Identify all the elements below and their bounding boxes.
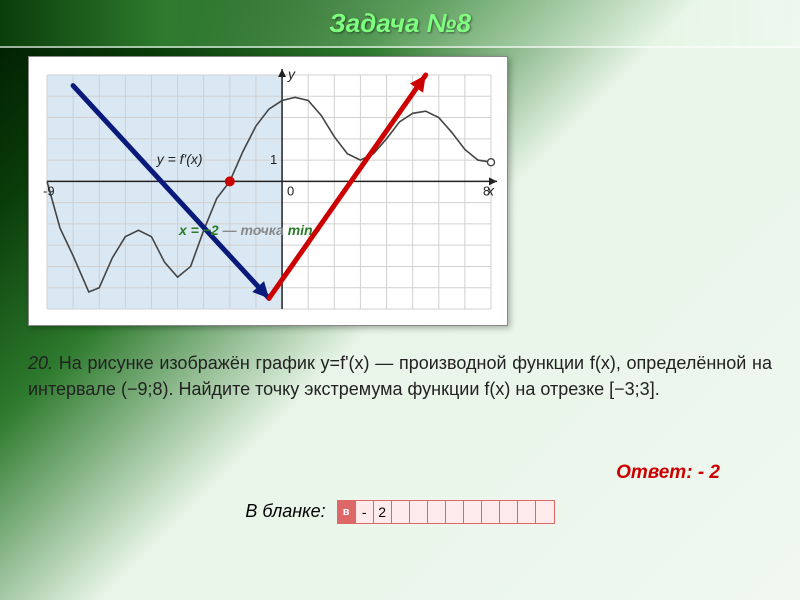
derivative-chart: yx01-98y = f'(x) x = −2 — точка min xyxy=(28,56,508,326)
svg-text:1: 1 xyxy=(270,152,277,167)
svg-text:8: 8 xyxy=(483,183,490,198)
answer-value: - 2 xyxy=(698,462,720,483)
chart-svg: yx01-98y = f'(x) xyxy=(29,57,509,327)
task-number: 20. xyxy=(28,353,53,373)
blank-cell xyxy=(464,501,482,523)
blank-cell: 2 xyxy=(374,501,392,523)
answer-label: Ответ: xyxy=(616,462,692,483)
blank-row: В бланке: в -2 xyxy=(0,500,800,524)
header-bar: Задача №8 xyxy=(0,0,800,48)
blank-cell: - xyxy=(356,501,374,523)
task-text: 20. На рисунке изображён график y=f'(x) … xyxy=(28,350,772,402)
blank-label: В бланке: xyxy=(245,501,325,521)
svg-text:0: 0 xyxy=(287,183,294,198)
annot-min: min xyxy=(288,222,313,238)
svg-text:-9: -9 xyxy=(43,183,55,198)
blank-cell xyxy=(410,501,428,523)
answer-line: Ответ: - 2 xyxy=(616,462,720,484)
page-title: Задача №8 xyxy=(329,8,471,39)
blank-cell xyxy=(446,501,464,523)
svg-text:y: y xyxy=(287,66,296,82)
blank-cell xyxy=(500,501,518,523)
annot-mid: — точка xyxy=(219,222,288,238)
blank-cells: в -2 xyxy=(337,500,555,524)
blank-cell xyxy=(518,501,536,523)
task-body: На рисунке изображён график y=f'(x) — пр… xyxy=(28,353,772,399)
blank-cell xyxy=(428,501,446,523)
annot-x: x = −2 xyxy=(179,222,219,238)
blank-cell xyxy=(536,501,554,523)
svg-text:y = f'(x): y = f'(x) xyxy=(156,151,203,167)
blank-header-cell: в xyxy=(338,501,356,523)
min-annotation: x = −2 — точка min xyxy=(179,222,313,238)
blank-cell xyxy=(392,501,410,523)
blank-cell xyxy=(482,501,500,523)
